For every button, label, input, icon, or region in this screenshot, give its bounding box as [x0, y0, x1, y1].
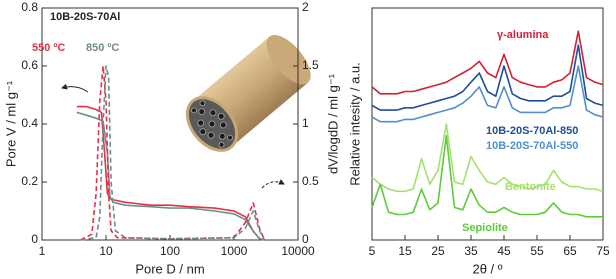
series-line [76, 105, 265, 241]
x-tick-label: 35 [464, 244, 478, 258]
arrow [61, 83, 89, 93]
x-tick-label: 100 [160, 244, 180, 258]
x-tick-label: 25 [431, 244, 445, 258]
series-label: 850 ºC [86, 42, 119, 54]
series-line [371, 30, 604, 95]
y2-tick-label: 0.5 [302, 174, 319, 188]
series-line [371, 65, 604, 123]
y2-tick-label: 0 [302, 232, 309, 246]
plot-frame [371, 7, 604, 241]
photo [185, 35, 311, 152]
y-tick-label: 0.6 [21, 58, 38, 72]
x-tick-label: 75 [596, 244, 610, 258]
x-tick-label: 45 [497, 244, 511, 258]
series-label: Bentonite [505, 181, 556, 193]
series-label: 10B-20S-70Al-550 [486, 140, 578, 152]
series-label: 550 ºC [32, 42, 65, 54]
x-tick-label: 5 [369, 244, 376, 258]
series-label: γ-alumina [497, 29, 549, 41]
series-line [371, 134, 603, 218]
series-line [80, 65, 266, 241]
series-line [371, 44, 604, 111]
x-axis-label: Pore D / nm [135, 261, 204, 276]
y-axis-label: Relative intesity / a.u. [347, 62, 362, 186]
x-tick-label: 1000 [221, 244, 248, 258]
y2-tick-label: 2 [302, 0, 309, 14]
y2-axis-label: dV/logdD / ml g⁻¹ [325, 73, 340, 174]
x-tick-label: 15 [398, 244, 412, 258]
series-label: Sepiolite [462, 222, 508, 234]
x-tick-label: 10 [99, 244, 113, 258]
x-tick-label: 1 [39, 244, 46, 258]
x-tick-label: 55 [530, 244, 544, 258]
x-tick-label: 65 [563, 244, 577, 258]
y-tick-label: 0.8 [21, 0, 38, 14]
series-line [80, 65, 266, 241]
y2-tick-label: 1.5 [302, 58, 319, 72]
y-tick-label: 0.2 [21, 174, 38, 188]
y-tick-label: 0.4 [21, 116, 38, 130]
x-tick-label: 10000 [281, 244, 315, 258]
x-axis-label: 2θ / º [472, 261, 502, 276]
series-line [76, 111, 265, 241]
series-label: 10B-20S-70Al-850 [486, 125, 578, 137]
series-line [371, 123, 604, 193]
arrow [261, 179, 285, 189]
y-tick-label: 0 [31, 232, 38, 246]
y2-tick-label: 1 [302, 116, 309, 130]
y-axis-label: Pore V / ml g⁻¹ [3, 80, 18, 167]
chart-title: 10B-20S-70Al [50, 11, 120, 23]
